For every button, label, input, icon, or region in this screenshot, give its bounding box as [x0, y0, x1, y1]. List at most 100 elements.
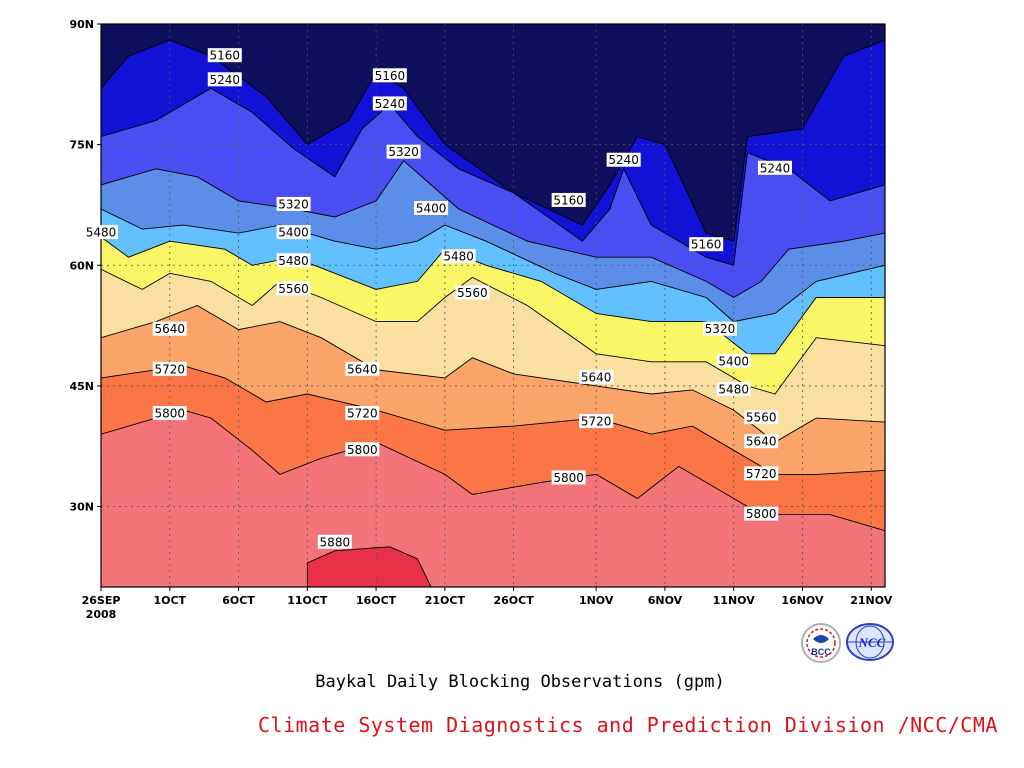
- contour-label: 5720: [152, 361, 187, 376]
- x-tick-label: 21OCT: [425, 594, 466, 607]
- svg-text:5880: 5880: [320, 535, 351, 549]
- svg-text:5320: 5320: [278, 197, 309, 211]
- contour-label: 5400: [414, 200, 449, 215]
- svg-text:5720: 5720: [154, 362, 185, 376]
- x-tick-label: 11NOV: [713, 594, 756, 607]
- contour-label: 5160: [207, 48, 242, 63]
- svg-text:5320: 5320: [388, 145, 419, 159]
- y-tick-label: 60N: [69, 259, 94, 272]
- contour-label: 5560: [455, 285, 490, 300]
- contour-label: 5320: [276, 196, 311, 211]
- contour-label: 5400: [276, 225, 311, 240]
- contour-label: 5320: [702, 321, 737, 336]
- svg-text:5240: 5240: [760, 161, 791, 175]
- contour-line-5720: [101, 365, 885, 475]
- svg-text:5640: 5640: [154, 322, 185, 336]
- contour-label: 5160: [689, 237, 724, 252]
- ncc-logo-text: NCC: [858, 635, 886, 650]
- contour-line-5160: [101, 39, 885, 242]
- svg-text:5640: 5640: [347, 362, 378, 376]
- svg-text:5240: 5240: [375, 97, 406, 111]
- x-tick-label: 11OCT: [287, 594, 328, 607]
- contour-label: 5240: [372, 96, 407, 111]
- contour-label: 5800: [345, 442, 380, 457]
- ncc-logo: NCC: [846, 623, 894, 661]
- contour-label: 5240: [207, 72, 242, 87]
- y-tick-label: 90N: [69, 18, 94, 31]
- contour-line-5800: [101, 409, 885, 532]
- x-tick-label: 6OCT: [222, 594, 255, 607]
- svg-text:5640: 5640: [581, 370, 612, 384]
- svg-text:5240: 5240: [608, 153, 639, 167]
- contour-label: 5240: [757, 160, 792, 175]
- svg-text:5400: 5400: [718, 354, 749, 368]
- band-above-5880: [307, 546, 432, 587]
- svg-text:5560: 5560: [457, 286, 488, 300]
- svg-text:5800: 5800: [154, 407, 185, 421]
- contour-label: 5320: [386, 144, 421, 159]
- svg-text:5480: 5480: [278, 254, 309, 268]
- band-above-5160: [101, 24, 885, 242]
- svg-text:5800: 5800: [347, 443, 378, 457]
- contour-label: 5480: [276, 253, 311, 268]
- svg-text:5720: 5720: [581, 415, 612, 429]
- svg-text:5560: 5560: [746, 411, 777, 425]
- contour-label: 5160: [372, 68, 407, 83]
- y-tick-label: 30N: [69, 501, 94, 514]
- svg-text:5480: 5480: [718, 382, 749, 396]
- svg-text:5400: 5400: [416, 201, 447, 215]
- contour-label: 5640: [744, 434, 779, 449]
- y-tick-label: 45N: [69, 380, 94, 393]
- contour-label: 5240: [606, 152, 641, 167]
- svg-text:5800: 5800: [746, 507, 777, 521]
- svg-text:5720: 5720: [347, 407, 378, 421]
- contour-label: 5480: [441, 249, 476, 264]
- x-tick-label: 16NOV: [781, 594, 824, 607]
- bcc-logo-text: BCC: [811, 647, 831, 657]
- contour-line-5880: [306, 546, 432, 587]
- svg-text:5160: 5160: [553, 193, 584, 207]
- svg-text:5560: 5560: [278, 282, 309, 296]
- contour-label: 5560: [276, 281, 311, 296]
- svg-text:5480: 5480: [86, 226, 117, 240]
- x-year-label: 2008: [86, 608, 117, 621]
- contour-line-5400: [101, 208, 885, 323]
- contour-label: 5720: [744, 466, 779, 481]
- x-tick-label: 1NOV: [579, 594, 614, 607]
- plot-frame: [100, 23, 886, 588]
- contour-label: 5560: [744, 410, 779, 425]
- y-tick-label: 75N: [69, 139, 94, 152]
- contour-label: 5640: [579, 369, 614, 384]
- contour-label: 5800: [744, 506, 779, 521]
- svg-text:5640: 5640: [746, 435, 777, 449]
- contour-label: 5800: [152, 406, 187, 421]
- contour-label: 5480: [716, 381, 751, 396]
- contour-label: 5880: [317, 534, 352, 549]
- x-tick-label: 26SEP: [82, 594, 121, 607]
- x-tick-label: 6NOV: [648, 594, 683, 607]
- svg-text:5160: 5160: [375, 69, 406, 83]
- svg-text:5720: 5720: [746, 467, 777, 481]
- source-credit: Climate System Diagnostics and Predictio…: [258, 713, 998, 737]
- contour-label: 5400: [716, 353, 751, 368]
- svg-text:5480: 5480: [443, 250, 474, 264]
- svg-text:5160: 5160: [691, 238, 722, 252]
- contour-label: 5800: [551, 470, 586, 485]
- contour-label: 5480: [84, 225, 118, 240]
- x-tick-label: 26OCT: [494, 594, 535, 607]
- chart-title: Baykal Daily Blocking Observations (gpm): [315, 672, 725, 692]
- x-tick-label: 1OCT: [153, 594, 186, 607]
- bcc-logo: BCC: [801, 623, 841, 663]
- contour-line-5320: [101, 160, 885, 299]
- contour-label: 5720: [579, 414, 614, 429]
- x-tick-label: 21NOV: [850, 594, 893, 607]
- svg-text:5800: 5800: [553, 471, 584, 485]
- x-tick-label: 16OCT: [356, 594, 397, 607]
- svg-text:5240: 5240: [210, 73, 241, 87]
- svg-text:5320: 5320: [705, 322, 736, 336]
- svg-text:5400: 5400: [278, 226, 309, 240]
- contour-label: 5640: [152, 321, 187, 336]
- svg-text:5160: 5160: [210, 49, 241, 63]
- contour-label: 5720: [345, 406, 380, 421]
